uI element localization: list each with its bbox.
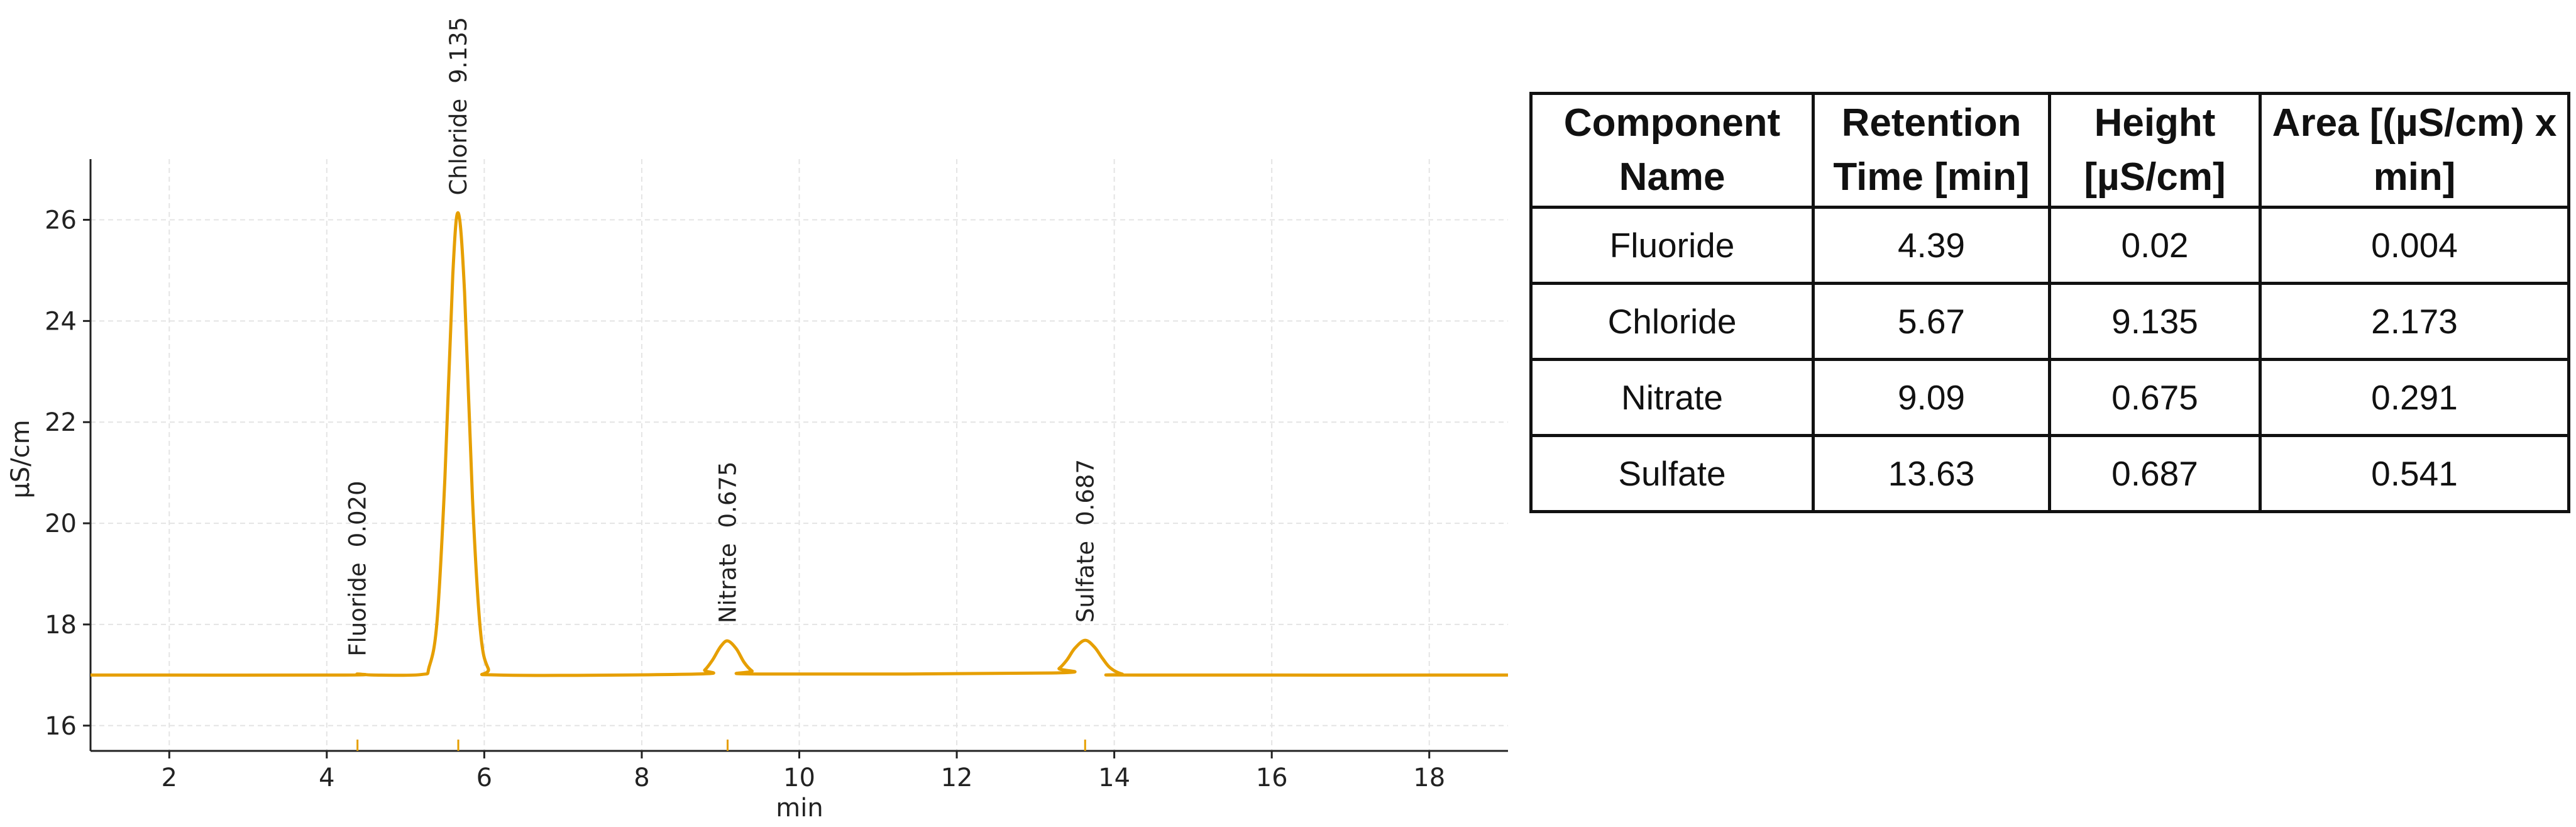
- peak-height: 0.687: [1072, 459, 1099, 526]
- x-tick-label: 4: [319, 763, 334, 792]
- table-cell: 9.09: [1812, 358, 2051, 437]
- peak-label: Chloride 9.135: [445, 17, 472, 196]
- table-cell: 0.675: [2048, 358, 2262, 437]
- x-axis-label: min: [776, 794, 823, 823]
- results-table: Component Name Retention Time [min] Height…: [1529, 92, 2570, 513]
- y-tick-label: 24: [45, 307, 77, 336]
- table-cell: 0.291: [2259, 358, 2570, 437]
- table-cell: 0.541: [2259, 434, 2570, 513]
- table-cell: 0.687: [2048, 434, 2262, 513]
- table-cell: Sulfate: [1529, 434, 1815, 513]
- table-cell: 4.39: [1812, 206, 2051, 285]
- table-cell: Fluoride: [1529, 206, 1815, 285]
- x-tick-label: 18: [1413, 763, 1445, 792]
- table-row: Sulfate 13.63 0.687 0.541: [1529, 434, 2570, 513]
- x-tick-label: 10: [783, 763, 815, 792]
- table-cell: 13.63: [1812, 434, 2051, 513]
- table-cell: 0.004: [2259, 206, 2570, 285]
- x-tick-label: 16: [1256, 763, 1288, 792]
- peak-label: Sulfate 0.687: [1072, 459, 1099, 623]
- table-body: Fluoride 4.39 0.02 0.004 Chloride 5.67 9.135 2.…: [1529, 206, 2570, 513]
- table-cell: Chloride: [1529, 282, 1815, 361]
- table-cell: 9.135: [2048, 282, 2262, 361]
- header-cell: Component Name: [1529, 92, 1815, 209]
- header-cell: Height [µS/cm]: [2048, 92, 2262, 209]
- x-tick-label: 8: [634, 763, 649, 792]
- x-tick-label: 2: [162, 763, 177, 792]
- y-axis-label: µS/cm: [6, 419, 35, 498]
- table-header: Component Name Retention Time [min] Height…: [1529, 92, 2570, 209]
- table-row: Fluoride 4.39 0.02 0.004: [1529, 206, 2570, 285]
- x-tick-label: 12: [941, 763, 973, 792]
- header-cell: Area [(µS/cm) x min]: [2259, 92, 2570, 209]
- table-cell: 5.67: [1812, 282, 2051, 361]
- header-cell: Retention Time [min]: [1812, 92, 2051, 209]
- peak-name: Fluoride: [344, 562, 372, 656]
- y-tick-label: 26: [45, 206, 77, 235]
- x-tick-label: 6: [476, 763, 492, 792]
- table-cell: Nitrate: [1529, 358, 1815, 437]
- peak-label: Nitrate 0.675: [714, 462, 741, 624]
- peak-height: 0.675: [714, 462, 741, 528]
- peak-name: Chloride: [445, 99, 472, 196]
- y-tick-label: 22: [45, 408, 77, 437]
- peak-name: Nitrate: [714, 543, 741, 623]
- table-cell: 0.02: [2048, 206, 2262, 285]
- peak-height: 9.135: [445, 17, 472, 84]
- table-row: Nitrate 9.09 0.675 0.291: [1529, 358, 2570, 437]
- peak-label: Fluoride 0.020: [344, 480, 372, 656]
- y-tick-label: 18: [45, 611, 77, 640]
- table-cell: 2.173: [2259, 282, 2570, 361]
- peak-name: Sulfate: [1072, 541, 1099, 623]
- y-tick-label: 16: [45, 712, 77, 741]
- chromatogram-line: [90, 211, 1509, 677]
- x-tick-label: 14: [1098, 763, 1130, 792]
- table-row: Chloride 5.67 9.135 2.173: [1529, 282, 2570, 361]
- peak-height: 0.020: [344, 480, 372, 547]
- y-tick-label: 20: [45, 509, 77, 538]
